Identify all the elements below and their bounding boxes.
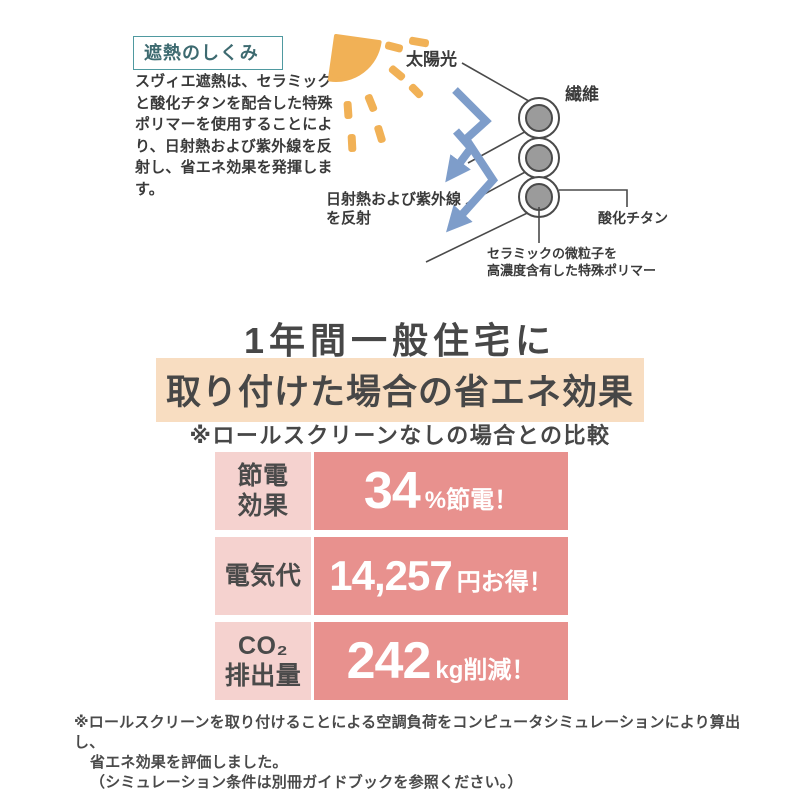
row-value-cell: 242 kg削減！	[314, 622, 568, 700]
row-label-line2: 効果	[237, 492, 289, 520]
reflect-label-line1: 日射熱および紫外線	[326, 191, 462, 208]
row-label-line1: 電気代	[224, 562, 302, 590]
table-row-electricity-cost: 電気代 14,257 円お得！	[215, 537, 568, 615]
simulation-footnote: ※ロールスクリーンを取り付けることによる空調負荷をコンピュータシミュレーションに…	[74, 713, 754, 793]
reflection-arrows	[445, 87, 499, 233]
table-row-co2-emissions: CO₂ 排出量 242 kg削減！	[215, 622, 568, 700]
sun-icon	[327, 34, 430, 153]
footnote-line1: ※ロールスクリーンを取り付けることによる空調負荷をコンピュータシミュレーションに…	[74, 714, 741, 751]
row-label-line1: 節電	[237, 462, 289, 490]
mechanism-description: スヴィエ遮熱は、セラミックと酸化チタンを配合した特殊ポリマーを使用することにより…	[135, 73, 333, 198]
row-value-cell: 14,257 円お得！	[314, 537, 568, 615]
polymer-label-line2: 高濃度含有した特殊ポリマー	[487, 262, 657, 278]
fiber-circles	[518, 97, 560, 218]
reflect-label: 日射熱および紫外線 を反射	[326, 190, 461, 228]
mechanism-heading: 遮熱のしくみ	[133, 36, 283, 70]
polymer-label: セラミックの微粒子を 高濃度含有した特殊ポリマー	[487, 246, 656, 279]
reflection-arrow-short	[445, 128, 477, 183]
row-value-unit: %節電！	[424, 487, 519, 514]
sun-rays	[343, 36, 430, 153]
row-value-cell: 34 %節電！	[314, 452, 568, 530]
row-label: CO₂ 排出量	[215, 622, 311, 700]
row-label-line2: 排出量	[224, 662, 302, 690]
savings-title-line2-highlight: 取り付けた場合の省エネ効果	[155, 358, 644, 422]
row-value-number: 34	[363, 462, 421, 520]
row-value-number: 242	[346, 632, 432, 690]
row-value-group: 34 %節電！	[364, 461, 518, 521]
row-label-line1: CO₂	[237, 632, 289, 660]
titanium-oxide-label: 酸化チタン	[598, 210, 668, 226]
comparison-note: ※ロールスクリーンなしの場合との比較	[189, 423, 611, 448]
row-value-group: 14,257 円お得！	[329, 552, 552, 600]
table-row-power-saving: 節電 効果 34 %節電！	[215, 452, 568, 530]
savings-title-line2-wrap: 取り付けた場合の省エネ効果	[0, 358, 800, 422]
sunlight-label: 太陽光	[406, 50, 457, 69]
row-label: 電気代	[215, 537, 311, 615]
polymer-label-line1: セラミックの微粒子を	[487, 246, 618, 261]
savings-title-line1: 1年間一般住宅に	[243, 320, 557, 361]
row-value-unit: kg削減！	[435, 657, 536, 684]
footnote-line2: 省エネ効果を評価しました。	[90, 754, 288, 771]
row-value-number: 14,257	[329, 552, 452, 599]
row-value-unit: 円お得！	[456, 569, 553, 596]
savings-table: 節電 効果 34 %節電！ 電気代 14,257 円お得！	[215, 452, 568, 700]
reflect-label-line2: を反射	[326, 210, 372, 227]
row-value-group: 242 kg削減！	[347, 631, 536, 691]
row-label: 節電 効果	[215, 452, 311, 530]
fiber-label: 繊維	[565, 85, 599, 104]
footnote-line3: （シミュレーション条件は別冊ガイドブックを参照ください。）	[90, 774, 523, 791]
heat-shield-diagram	[327, 34, 628, 263]
callout-lines	[538, 189, 628, 243]
